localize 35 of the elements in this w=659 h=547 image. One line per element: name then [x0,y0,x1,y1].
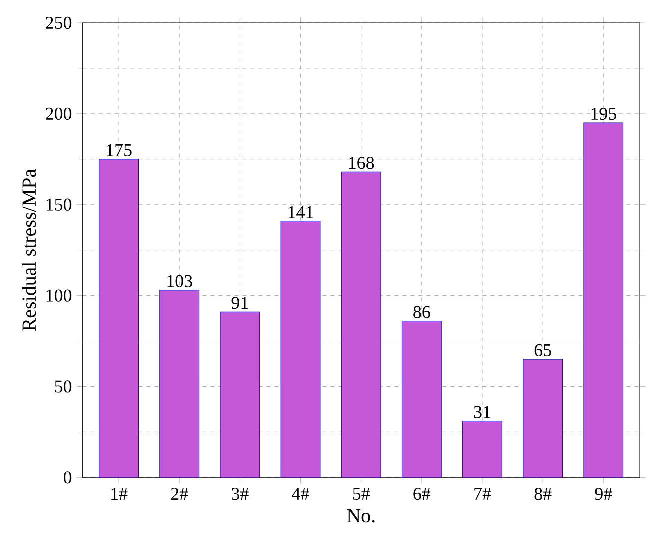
x-tick-label: 7# [474,488,492,500]
y-tick-label: 100 [46,290,72,302]
data-label: 103 [168,275,192,288]
data-label: 141 [288,206,314,218]
x-tick-label: 9# [595,488,612,500]
data-label: 65 [534,344,552,357]
data-label: 195 [592,108,616,120]
bar [220,312,260,478]
x-tick-label: 3# [232,488,249,500]
x-tick-label: 6# [414,488,431,500]
x-axis-title: No. [347,509,375,523]
bar [523,359,564,478]
bar [402,320,442,478]
y-tick-label: 250 [46,16,72,30]
bar [160,290,200,478]
x-tick-label: 1# [112,488,128,500]
data-label: 175 [107,144,132,156]
x-tick-label: 5# [353,488,370,500]
bar [584,122,624,478]
y-tick-label: 0 [64,472,72,484]
x-tick-label: 2# [171,488,188,500]
bar [341,172,382,478]
x-tick-label: 8# [534,488,552,500]
y-tick-label: 150 [46,198,72,211]
data-label: 91 [232,297,248,310]
data-label: 31 [474,406,490,418]
y-tick-label: 50 [55,380,72,393]
bar [280,220,321,478]
bar [462,421,502,478]
data-label: 168 [349,157,374,170]
x-tick-label: 4# [292,488,310,500]
y-axis-title: Residual stress/MPa [22,169,36,332]
y-tick-label: 200 [46,108,72,120]
data-label: 86 [414,306,430,318]
bar [99,159,139,478]
